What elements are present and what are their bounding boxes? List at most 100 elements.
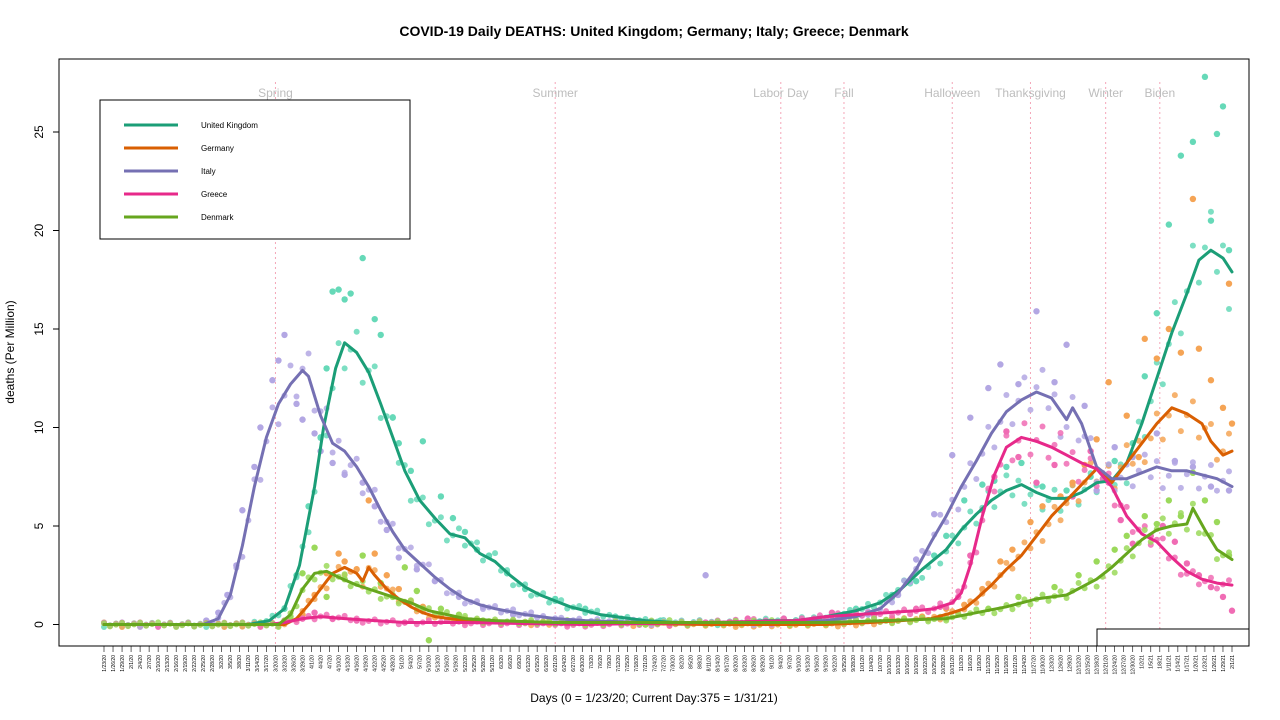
data-point	[1075, 478, 1082, 485]
x-tick-label-46: 6/9/20	[517, 655, 523, 669]
x-tick-label-8: 2/16/20	[174, 655, 180, 672]
data-point	[1123, 480, 1130, 487]
data-point	[395, 545, 402, 552]
series-lines	[102, 248, 1234, 626]
x-tick-label-5: 2/7/20	[147, 655, 153, 669]
x-tick-label-78: 9/13/20	[806, 655, 812, 672]
x-tick-label-37: 5/13/20	[436, 655, 442, 672]
data-point	[341, 471, 348, 478]
series-line-denmark	[102, 506, 1234, 626]
x-tick-label-120: 1/17/21	[1185, 655, 1191, 672]
data-point	[979, 481, 986, 488]
data-point	[1159, 535, 1166, 542]
data-point	[347, 462, 354, 469]
data-point	[1225, 306, 1232, 313]
data-point	[311, 407, 318, 414]
x-tick-label-104: 11/30/20	[1040, 655, 1046, 674]
x-tick-label-68: 8/14/20	[715, 655, 721, 672]
data-point	[419, 438, 427, 445]
data-point	[413, 566, 421, 573]
data-point	[1213, 268, 1220, 275]
x-tick-label-35: 5/7/20	[418, 655, 424, 669]
data-point	[1039, 423, 1046, 430]
data-point	[1213, 585, 1220, 592]
x-tick-label-121: 1/20/21	[1194, 655, 1200, 672]
x-tick-label-82: 9/25/20	[842, 655, 848, 672]
data-point	[365, 497, 372, 504]
data-point	[1153, 355, 1161, 362]
x-tick-label-27: 4/13/20	[345, 655, 351, 672]
data-point	[937, 511, 944, 518]
data-point	[461, 542, 468, 549]
x-tick-label-60: 7/21/20	[643, 655, 649, 672]
data-point	[1183, 471, 1190, 478]
data-point	[1039, 503, 1046, 510]
data-point	[1129, 529, 1136, 536]
x-tick-label-108: 12/12/20	[1076, 655, 1082, 675]
data-point	[1195, 279, 1202, 286]
data-point	[1207, 583, 1215, 591]
x-tick-label-20: 3/23/20	[282, 655, 288, 672]
data-point	[1195, 581, 1202, 588]
data-point	[269, 377, 276, 384]
x-tick-label-77: 9/10/20	[797, 655, 803, 672]
data-point	[1195, 485, 1202, 492]
data-point	[473, 539, 480, 546]
data-point	[461, 528, 469, 536]
x-tick-label-26: 4/10/20	[336, 655, 342, 672]
legend-label-0: United Kingdom	[201, 121, 258, 130]
data-point	[1075, 437, 1082, 444]
data-point	[341, 296, 348, 303]
data-point	[1165, 530, 1172, 537]
x-tick-label-96: 11/6/20	[968, 655, 974, 672]
x-tick-label-16: 3/11/20	[246, 655, 252, 672]
x-tick-label-123: 1/26/21	[1212, 655, 1218, 672]
data-point	[1003, 392, 1010, 399]
data-point	[335, 286, 342, 293]
event-label-7: Biden	[1144, 86, 1175, 100]
x-tick-label-56: 7/9/20	[607, 655, 613, 669]
data-point	[1123, 545, 1130, 552]
x-tick-label-107: 12/9/20	[1067, 655, 1073, 672]
data-point	[991, 610, 998, 617]
data-point	[1213, 456, 1220, 463]
data-point	[1075, 572, 1082, 579]
data-point	[1129, 483, 1136, 490]
data-point	[1201, 244, 1208, 251]
points-italy	[101, 308, 1233, 630]
data-point	[1009, 492, 1016, 499]
data-point	[1195, 434, 1202, 441]
x-tick-label-124: 1/29/21	[1221, 655, 1227, 672]
data-point	[1225, 577, 1232, 584]
x-tick-label-90: 10/19/20	[914, 655, 920, 675]
data-point	[1201, 73, 1209, 81]
x-tick-label-69: 8/17/20	[724, 655, 730, 672]
x-tick-label-79: 9/16/20	[815, 655, 821, 672]
data-point	[955, 540, 962, 547]
data-point	[323, 365, 330, 372]
data-point	[1021, 539, 1028, 546]
x-tick-label-101: 11/21/20	[1013, 655, 1019, 674]
data-point	[1081, 402, 1088, 410]
data-point	[1219, 593, 1227, 601]
data-point	[425, 637, 433, 644]
data-point	[1003, 559, 1010, 566]
x-tick-label-9: 2/19/20	[183, 655, 189, 672]
x-tick-label-72: 8/26/20	[752, 655, 758, 672]
data-point	[1045, 405, 1052, 412]
data-point	[889, 612, 896, 619]
data-point	[1093, 558, 1100, 565]
data-point	[1015, 380, 1022, 388]
data-point	[1219, 103, 1227, 110]
data-point	[287, 362, 294, 369]
data-point	[1033, 479, 1040, 486]
data-point	[919, 574, 926, 581]
x-tick-label-36: 5/10/20	[427, 655, 433, 672]
event-label-4: Halloween	[924, 86, 980, 100]
x-tick-label-3: 2/1/20	[129, 655, 135, 669]
data-point	[1207, 574, 1214, 581]
data-point	[383, 572, 390, 579]
x-tick-label-54: 7/3/20	[589, 655, 595, 669]
x-tick-label-76: 9/7/20	[788, 655, 794, 669]
data-point	[1075, 498, 1082, 505]
